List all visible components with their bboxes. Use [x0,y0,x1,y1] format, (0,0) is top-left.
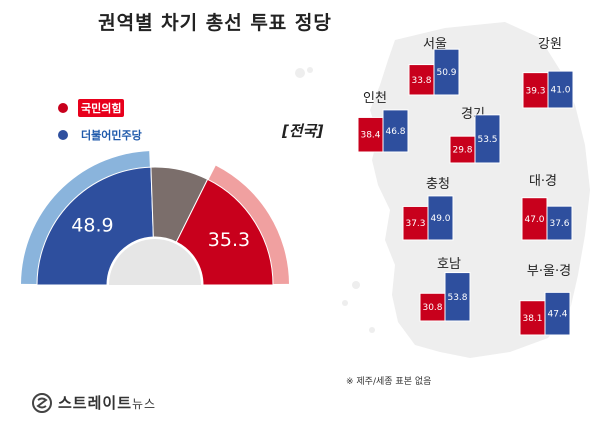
gauge-slice-0 [36,166,154,286]
legend-label-dp: 더불어민주당 [81,129,142,142]
bar-3-0 [522,72,549,109]
bar-6-1 [444,272,471,322]
region-label-5: 대·경 [529,174,557,189]
bar-0-1 [433,48,460,96]
scope-label: [전국] [282,122,324,140]
bar-label-2-1: 53.5 [477,135,497,145]
bar-1-0 [357,116,384,153]
bar-label-1-1: 46.8 [385,127,405,137]
brand-name-suffix: 뉴스 [132,397,157,411]
bar-2-0 [449,135,476,164]
region-label-1: 인천 [363,91,387,106]
bar-label-7-0: 38.1 [522,314,542,324]
brand-name: 스트레이트뉴스 [58,392,156,413]
bar-1-1 [382,109,409,153]
region-label-3: 강원 [538,37,562,52]
gauge-center [109,239,201,285]
bar-5-1 [546,205,573,241]
bar-7-1 [544,291,571,336]
region-label-0: 서울 [423,37,447,52]
brand-logo-icon [32,392,52,413]
bar-4-0 [402,205,429,241]
bar-label-0-1: 50.9 [436,68,456,78]
bar-4-1 [427,195,454,241]
bar-label-5-1: 37.6 [549,219,569,229]
gauge-label-0: 48.9 [71,215,113,237]
gauge-halo-2 [208,165,289,284]
bar-label-3-0: 39.3 [525,86,545,96]
bar-label-7-1: 47.4 [547,310,567,320]
bar-label-0-0: 33.8 [411,76,431,86]
region-label-4: 충청 [426,177,450,192]
legend-label-ppp: 국민의힘 [78,99,125,117]
legend-item-ppp: 국민의힘 [58,99,125,117]
bar-label-6-0: 30.8 [422,303,442,313]
brand: 스트레이트뉴스 [32,392,156,413]
gauge-slice-2 [175,178,274,286]
legend-item-dp: 더불어민주당 [58,126,145,144]
region-label-6: 호남 [437,257,461,272]
national-gauge: 48.9 35.3 [21,151,289,286]
gauge-label-2: 35.3 [208,229,250,251]
bar-label-2-0: 29.8 [452,146,472,156]
bar-label-5-0: 47.0 [524,215,544,225]
legend-dot-ppp [58,103,68,113]
bar-3-1 [547,70,574,109]
bar-2-1 [474,114,501,164]
bar-label-4-0: 37.3 [405,219,425,229]
bar-label-3-1: 41.0 [550,86,570,96]
bar-5-0 [521,197,548,241]
footnote: ※ 제주/세종 표본 없음 [346,377,432,387]
bar-label-1-0: 38.4 [360,131,380,141]
bar-label-4-1: 49.0 [430,214,450,224]
bar-label-6-1: 53.8 [447,293,467,303]
legend-dot-dp [58,130,68,140]
bar-0-0 [408,64,435,96]
region-label-7: 부·울·경 [527,264,571,279]
gauge-halo-0 [21,151,150,284]
brand-name-main: 스트레이트 [58,394,133,412]
chart-title: 권역별 차기 총선 투표 정당 [98,12,332,34]
